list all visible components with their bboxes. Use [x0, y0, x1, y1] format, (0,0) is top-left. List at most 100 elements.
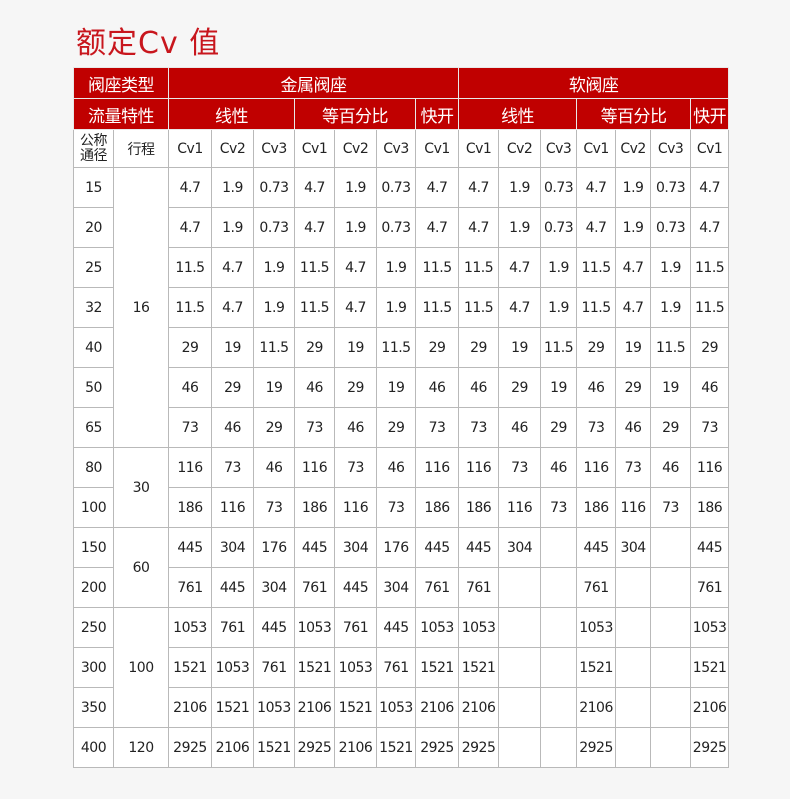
table-row: 400 120 2925 2106 1521 2925 2106 1521 2925 2925 29… — [73, 727, 730, 768]
dn-cell: 150 — [73, 527, 114, 568]
cv-column-header: Cv1 — [458, 129, 500, 168]
cv-value-cell: 19 — [253, 367, 295, 408]
cv-value-cell: 445 — [168, 527, 212, 568]
cv-value-cell: 19 — [376, 367, 416, 408]
cv-value-cell: 0.73 — [540, 167, 578, 208]
dn-cell: 300 — [73, 647, 114, 688]
cv-value-cell: 1.9 — [650, 247, 692, 288]
cv-value-cell: 1521 — [168, 647, 212, 688]
cv-value-cell: 29 — [615, 367, 652, 408]
cv-value-cell: 4.7 — [615, 287, 652, 328]
cv-value-cell: 116 — [211, 487, 254, 528]
cv-value-cell: 116 — [498, 487, 542, 528]
table-row: 65 73 46 29 73 46 29 73 73 46 29 73 46 29 73 — [73, 407, 730, 448]
table-row: 300 1521 1053 761 1521 1053 761 1521 1521 1521 152… — [73, 647, 730, 688]
cv-value-cell — [498, 687, 542, 728]
cv-column-header: Cv2 — [615, 129, 652, 168]
cv-value-cell: 46 — [253, 447, 295, 488]
cv-value-cell: 1.9 — [498, 167, 542, 208]
cv-column-header: Cv3 — [540, 129, 578, 168]
dn-cell: 15 — [73, 167, 114, 208]
cv-value-cell: 2925 — [576, 727, 617, 768]
cv-value-cell: 4.7 — [211, 247, 254, 288]
cv-value-cell — [498, 607, 542, 648]
cv-value-cell: 29 — [253, 407, 295, 448]
cv-value-cell: 1521 — [211, 687, 254, 728]
cv-value-cell: 2925 — [294, 727, 335, 768]
cv-table: 阀座类型 金属阀座 软阀座 流量特性 线性 等百分比 快开 线性 等百分比 快开… — [73, 67, 730, 768]
cv-value-cell: 2925 — [168, 727, 212, 768]
dn-cell: 32 — [73, 287, 114, 328]
cv-value-cell: 2106 — [576, 687, 617, 728]
cv-value-cell: 4.7 — [414, 167, 460, 208]
cv-value-cell — [498, 727, 542, 768]
cv-value-cell: 761 — [458, 567, 500, 608]
cv-value-cell: 73 — [414, 407, 460, 448]
cv-value-cell: 761 — [376, 647, 416, 688]
table-row: 200 761 445 304 761 445 304 761 761 761 761 — [73, 567, 730, 608]
header-row-seat-type: 阀座类型 金属阀座 软阀座 — [73, 67, 730, 99]
cv-value-cell: 2925 — [414, 727, 460, 768]
cv-value-cell — [498, 567, 542, 608]
cv-value-cell: 2106 — [334, 727, 377, 768]
cv-value-cell: 186 — [576, 487, 617, 528]
dn-cell: 80 — [73, 447, 114, 488]
cv-value-cell: 304 — [376, 567, 416, 608]
cv-value-cell: 29 — [498, 367, 542, 408]
cv-value-cell: 19 — [498, 327, 542, 368]
metal-quick-open-header: 快开 — [414, 98, 460, 130]
cv-value-cell: 1053 — [376, 687, 416, 728]
cv-value-cell: 1053 — [253, 687, 295, 728]
cv-value-cell: 11.5 — [576, 247, 617, 288]
cv-value-cell: 4.7 — [615, 247, 652, 288]
dn-cell: 400 — [73, 727, 114, 768]
cv-value-cell: 29 — [458, 327, 500, 368]
cv-value-cell: 1521 — [334, 687, 377, 728]
table-row: 32 11.5 4.7 1.9 11.5 4.7 1.9 11.5 11.5 4.7 1.9 11.5… — [73, 287, 730, 328]
cv-value-cell — [498, 647, 542, 688]
cv-column-header: Cv3 — [253, 129, 295, 168]
cv-value-cell: 46 — [458, 367, 500, 408]
cv-value-cell: 2925 — [458, 727, 500, 768]
cv-column-header: Cv2 — [498, 129, 542, 168]
cv-value-cell: 73 — [253, 487, 295, 528]
cv-value-cell: 176 — [253, 527, 295, 568]
flow-char-label: 流量特性 — [73, 98, 169, 130]
cv-value-cell: 29 — [211, 367, 254, 408]
dn-cell: 65 — [73, 407, 114, 448]
cv-value-cell: 11.5 — [168, 287, 212, 328]
cv-value-cell: 1521 — [576, 647, 617, 688]
cv-value-cell: 1521 — [253, 727, 295, 768]
cv-value-cell: 11.5 — [458, 287, 500, 328]
cv-value-cell: 445 — [334, 567, 377, 608]
cv-value-cell: 445 — [458, 527, 500, 568]
cv-value-cell: 46 — [690, 367, 730, 408]
cv-value-cell — [650, 607, 692, 648]
cv-value-cell: 46 — [498, 407, 542, 448]
cv-value-cell: 29 — [294, 327, 335, 368]
cv-value-cell: 4.7 — [690, 207, 730, 248]
cv-value-cell — [540, 727, 578, 768]
header-row-flow-characteristic: 流量特性 线性 等百分比 快开 线性 等百分比 快开 — [73, 98, 730, 130]
cv-value-cell: 29 — [540, 407, 578, 448]
cv-value-cell: 4.7 — [690, 167, 730, 208]
cv-value-cell: 29 — [334, 367, 377, 408]
cv-value-cell: 304 — [334, 527, 377, 568]
dn-cell: 50 — [73, 367, 114, 408]
cv-value-cell: 19 — [650, 367, 692, 408]
cv-value-cell — [650, 687, 692, 728]
cv-value-cell: 116 — [615, 487, 652, 528]
cv-value-cell: 4.7 — [458, 207, 500, 248]
cv-value-cell: 73 — [615, 447, 652, 488]
cv-value-cell: 186 — [168, 487, 212, 528]
dn-cell: 20 — [73, 207, 114, 248]
dn-cell: 350 — [73, 687, 114, 728]
cv-value-cell: 73 — [690, 407, 730, 448]
soft-linear-header: 线性 — [458, 98, 578, 130]
cv-value-cell: 186 — [294, 487, 335, 528]
soft-equal-percent-header: 等百分比 — [576, 98, 692, 130]
cv-value-cell: 761 — [576, 567, 617, 608]
cv-value-cell: 1053 — [211, 647, 254, 688]
cv-value-cell: 304 — [253, 567, 295, 608]
cv-value-cell: 4.7 — [576, 167, 617, 208]
